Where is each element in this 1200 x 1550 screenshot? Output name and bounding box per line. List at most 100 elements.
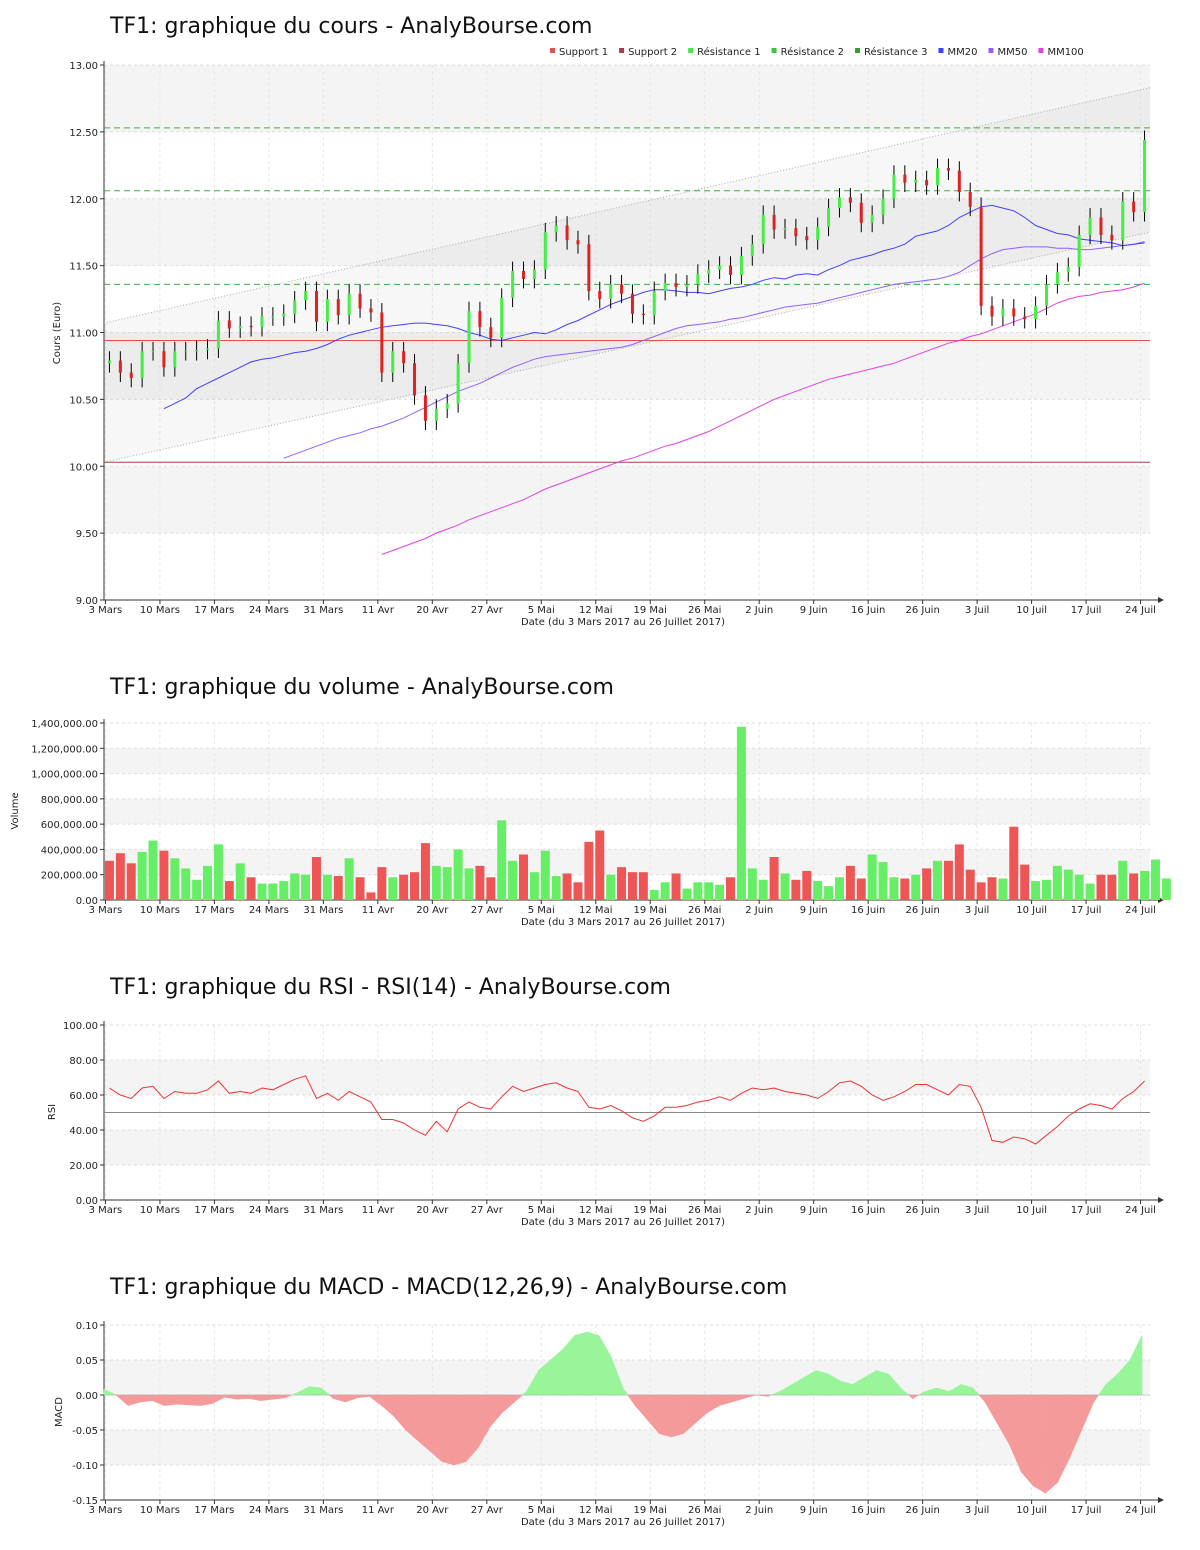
- x-tick-label: 24 Juil: [1125, 605, 1156, 616]
- volume-bar: [976, 882, 986, 900]
- x-tick-label: 26 Mai: [688, 905, 721, 916]
- legend-swatch: [771, 48, 777, 53]
- y-tick-label: 12.00: [69, 195, 98, 206]
- candle-body: [837, 197, 841, 209]
- volume-bar: [562, 873, 572, 900]
- y-tick-label: 0.00: [76, 896, 98, 907]
- x-tick-label: 5 Mai: [528, 905, 555, 916]
- x-tick-label: 12 Mai: [579, 1205, 612, 1216]
- candle-body: [957, 170, 961, 193]
- macd-negative-area: [441, 1394, 455, 1466]
- volume-bar: [824, 886, 834, 900]
- x-tick-label: 24 Mars: [249, 1205, 289, 1216]
- candle-body: [990, 305, 994, 317]
- candle-body: [434, 408, 438, 421]
- x-tick-label: 10 Juil: [1016, 1505, 1047, 1516]
- candle-body: [173, 351, 177, 368]
- candle-body: [685, 284, 689, 288]
- x-tick-label: 9 Juin: [800, 1505, 828, 1516]
- volume-bar: [518, 854, 528, 900]
- x-tick-label: 20 Avr: [416, 905, 449, 916]
- y-tick-label: 13.00: [69, 61, 98, 72]
- x-tick-label: 17 Mars: [194, 1505, 234, 1516]
- x-tick-label: 10 Mars: [140, 605, 180, 616]
- candle-body: [369, 308, 373, 313]
- x-tick-label: 9 Juin: [800, 905, 828, 916]
- volume-bar: [246, 877, 256, 900]
- volume-bar: [845, 865, 855, 900]
- volume-bar: [104, 860, 114, 900]
- band: [104, 466, 1150, 534]
- macd-negative-area: [188, 1394, 201, 1406]
- y-tick-label: 1,200,000.00: [31, 744, 98, 755]
- candle-body: [848, 197, 852, 203]
- volume-bar: [1118, 860, 1128, 900]
- band: [104, 1130, 1150, 1165]
- volume-bar: [682, 888, 692, 900]
- candle-body: [358, 293, 362, 309]
- legend-swatch: [1038, 48, 1044, 53]
- rsi-y-axis-title: RSI: [47, 1104, 58, 1120]
- x-tick-label: 3 Mars: [89, 1505, 123, 1516]
- x-axis-title: Date (du 3 Mars 2017 au 26 Juillet 2017): [521, 1217, 725, 1228]
- volume-bar: [573, 882, 583, 900]
- candle-body: [413, 363, 417, 396]
- y-tick-label: 0.05: [76, 1356, 98, 1367]
- candle-body: [783, 228, 787, 230]
- volume-bar: [813, 881, 823, 900]
- x-tick-label: 17 Juil: [1071, 1505, 1102, 1516]
- x-axis-arrow: [1158, 1197, 1164, 1203]
- candle-body: [1055, 272, 1059, 285]
- volume-bar: [148, 840, 158, 900]
- band: [104, 849, 1150, 875]
- volume-bar: [159, 850, 169, 900]
- band: [104, 798, 1150, 825]
- candle-body: [772, 214, 776, 230]
- volume-bar: [1150, 859, 1160, 900]
- x-tick-label: 2 Juin: [745, 905, 773, 916]
- volume-bar: [213, 844, 223, 900]
- volume-bar: [366, 892, 376, 900]
- volume-bar: [410, 872, 420, 900]
- volume-bar: [780, 873, 790, 900]
- y-tick-label: 9.50: [76, 529, 98, 540]
- legend-item-label: Résistance 1: [697, 46, 760, 58]
- volume-bar: [1085, 883, 1095, 900]
- candle-body: [227, 320, 231, 329]
- y-tick-label: 400,000.00: [41, 845, 98, 856]
- volume-bar: [878, 862, 888, 900]
- volume-bar: [747, 868, 757, 900]
- candle-body: [696, 273, 700, 285]
- x-tick-label: 24 Juil: [1125, 1505, 1156, 1516]
- x-tick-label: 26 Juin: [905, 1205, 939, 1216]
- volume-bar: [126, 863, 136, 900]
- volume-bar: [192, 879, 202, 900]
- y-tick-label: 1,400,000.00: [31, 719, 98, 730]
- candle-body: [1034, 305, 1038, 320]
- volume-bar: [203, 865, 213, 900]
- volume-chart-title: TF1: graphique du volume - AnalyBourse.c…: [109, 675, 614, 700]
- x-tick-label: 5 Mai: [528, 1505, 555, 1516]
- y-tick-label: 40.00: [69, 1126, 98, 1137]
- y-tick-label: 0.10: [76, 1321, 98, 1332]
- candle-body: [936, 167, 940, 186]
- candle-body: [739, 256, 743, 275]
- x-tick-label: 27 Avr: [471, 1205, 504, 1216]
- volume-bar: [355, 877, 365, 900]
- x-tick-label: 26 Juin: [905, 605, 939, 616]
- candle-body: [729, 265, 733, 275]
- volume-bar: [791, 879, 801, 900]
- x-tick-label: 5 Mai: [528, 605, 555, 616]
- x-tick-label: 16 Juin: [851, 905, 885, 916]
- y-tick-label: 0.00: [76, 1391, 98, 1402]
- volume-bar: [998, 878, 1008, 900]
- macd-negative-area: [453, 1394, 467, 1466]
- macd-negative-area: [429, 1394, 443, 1463]
- volume-y-axis-title: Volume: [10, 792, 21, 829]
- x-tick-label: 31 Mars: [303, 1505, 343, 1516]
- volume-bar: [649, 889, 659, 900]
- y-tick-label: 1,000,000.00: [31, 770, 98, 781]
- x-tick-label: 2 Juin: [745, 1505, 773, 1516]
- candle-body: [489, 327, 493, 338]
- candle-body: [652, 291, 656, 316]
